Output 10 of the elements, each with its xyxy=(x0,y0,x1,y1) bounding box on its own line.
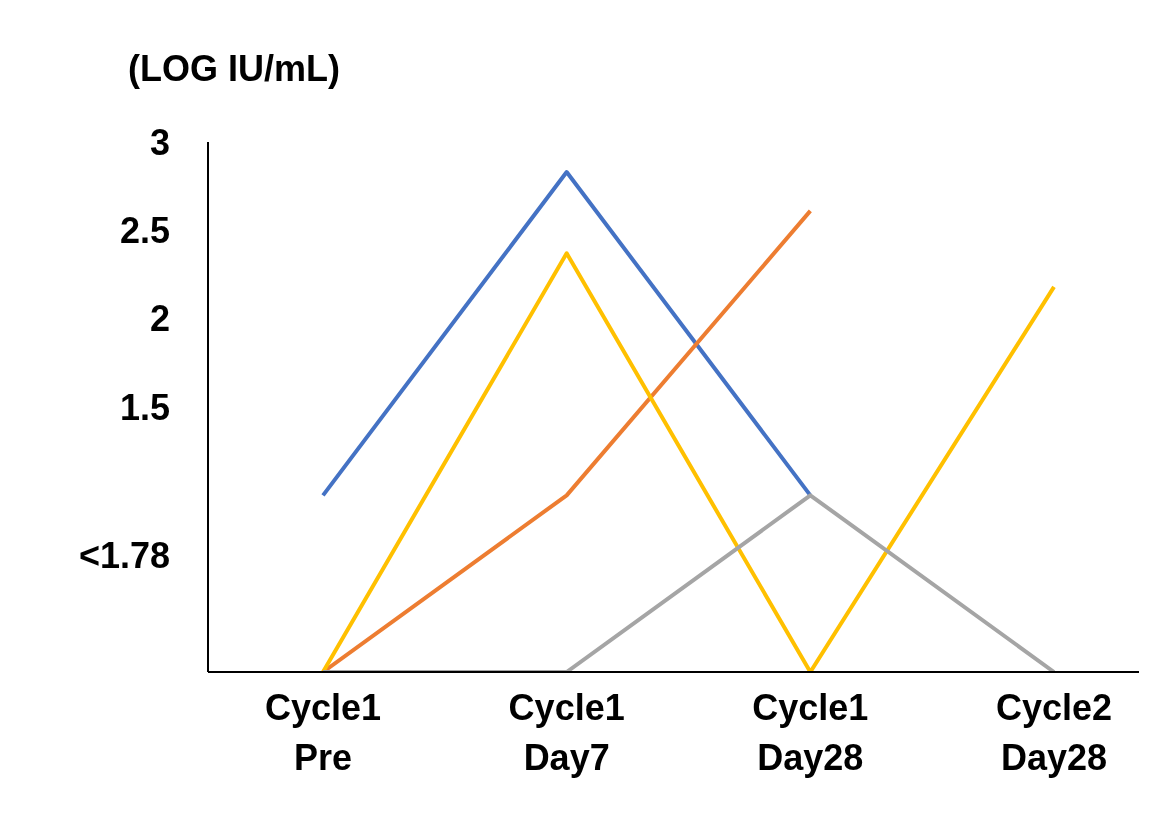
y-axis-title: (LOG IU/mL) xyxy=(128,48,340,90)
x-tick-label: Cycle1 Day7 xyxy=(508,687,625,778)
y-tick-label: 3 xyxy=(149,121,170,163)
x-tick-label: Cycle2 Day28 xyxy=(995,687,1113,778)
y-tick-label: 1.5 xyxy=(119,386,170,428)
y-tick-label: <1.78 xyxy=(78,535,170,577)
x-tick-label: Cycle1 Pre xyxy=(264,687,382,778)
x-tick-label: Cycle1 Day28 xyxy=(752,687,869,778)
y-tick-label: 2 xyxy=(149,298,170,340)
y-tick-label: 2.5 xyxy=(119,210,170,252)
